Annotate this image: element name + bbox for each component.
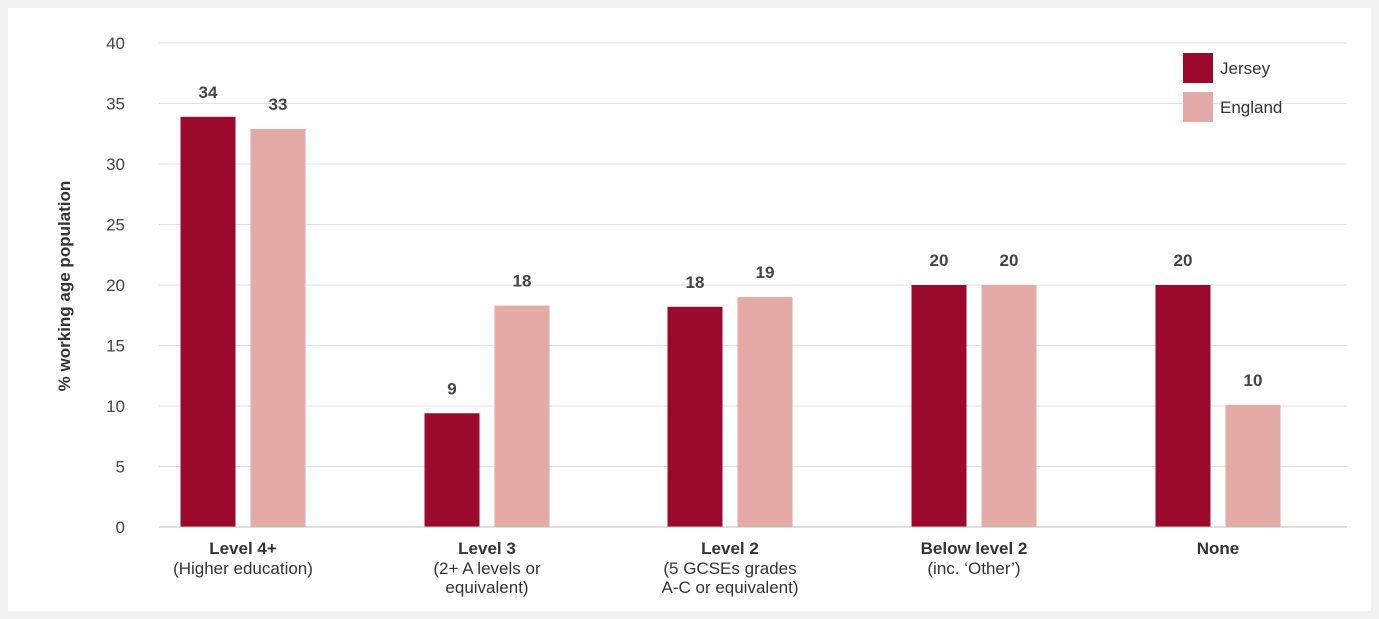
bar-england <box>250 128 306 527</box>
data-label: 18 <box>513 272 532 291</box>
y-tick-label: 25 <box>106 216 125 235</box>
y-tick-label: 10 <box>106 397 125 416</box>
category-sublabel: A-C or equivalent) <box>661 578 798 597</box>
bar-jersey <box>180 116 236 527</box>
data-label: 20 <box>930 251 949 270</box>
bar-jersey <box>1155 285 1211 527</box>
y-tick-label: 5 <box>116 458 125 477</box>
data-label: 33 <box>269 95 288 114</box>
data-label: 20 <box>1000 251 1019 270</box>
category-sublabel: (inc. ‘Other’) <box>927 559 1020 578</box>
bar-jersey <box>667 306 723 527</box>
y-axis-ticks: 0 5 10 15 20 25 30 35 40 <box>106 34 125 537</box>
category-label: Level 3 <box>458 539 516 558</box>
bar-jersey <box>911 285 967 527</box>
category-sublabel: (5 GCSEs grades <box>663 559 796 578</box>
legend-label: Jersey <box>1220 59 1271 78</box>
chart-panel: 0 5 10 15 20 25 30 35 40 % working age populatio… <box>8 8 1371 611</box>
y-axis-label: % working age population <box>55 181 74 392</box>
category-label: None <box>1197 539 1240 558</box>
legend-swatch-jersey <box>1183 53 1213 83</box>
category-sublabel: equivalent) <box>445 578 528 597</box>
y-tick-label: 35 <box>106 95 125 114</box>
bar-chart: 0 5 10 15 20 25 30 35 40 % working age populatio… <box>55 34 1347 597</box>
bar-england <box>981 285 1037 527</box>
data-label: 9 <box>447 379 456 398</box>
category-label: Level 4+ <box>209 539 277 558</box>
x-axis-labels: Level 4+(Higher education) Level 3(2+ A l… <box>173 539 1239 597</box>
legend-label: England <box>1220 98 1282 117</box>
bar-england <box>1225 404 1281 527</box>
bars <box>180 116 1281 527</box>
y-tick-label: 20 <box>106 276 125 295</box>
bar-jersey <box>424 413 480 527</box>
category-sublabel: (2+ A levels or <box>433 559 541 578</box>
data-label: 34 <box>199 83 218 102</box>
data-label: 18 <box>686 273 705 292</box>
data-label: 10 <box>1244 371 1263 390</box>
category-label: Level 2 <box>701 539 759 558</box>
category-sublabel: (Higher education) <box>173 559 313 578</box>
y-tick-label: 40 <box>106 34 125 53</box>
data-label: 20 <box>1174 251 1193 270</box>
bar-england <box>494 305 550 527</box>
bar-england <box>737 297 793 527</box>
legend-swatch-england <box>1183 92 1213 122</box>
data-label: 19 <box>756 263 775 282</box>
legend: Jersey England <box>1183 53 1282 122</box>
y-tick-label: 15 <box>106 337 125 356</box>
y-tick-label: 0 <box>116 518 125 537</box>
category-label: Below level 2 <box>921 539 1028 558</box>
y-tick-label: 30 <box>106 155 125 174</box>
data-labels: 34 9 18 20 20 33 18 19 20 10 <box>199 83 1263 398</box>
